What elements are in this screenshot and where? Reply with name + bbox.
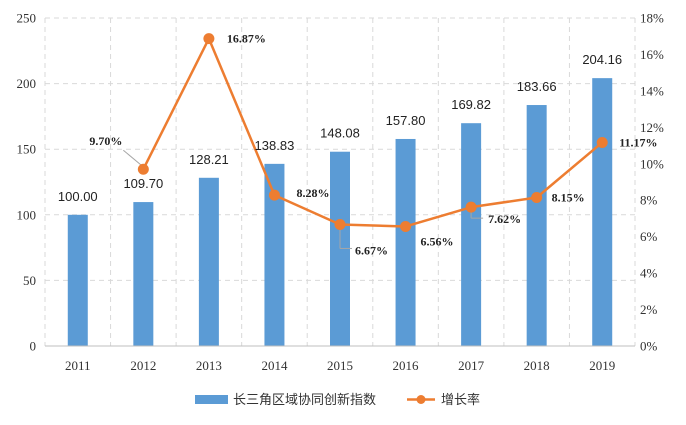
rate-value-label: 8.28%: [296, 186, 329, 200]
bar: [67, 214, 88, 346]
bar-value-label: 148.08: [320, 126, 360, 141]
bar: [198, 177, 219, 346]
bar: [133, 202, 154, 346]
legend-bar-label: 长三角区域协同创新指数: [233, 392, 376, 408]
bar: [264, 163, 285, 346]
bar: [461, 123, 482, 346]
x-tick-label: 2014: [261, 358, 288, 373]
y-left-tick-label: 150: [17, 142, 37, 157]
x-tick-label: 2011: [65, 358, 91, 373]
x-tick-label: 2013: [196, 358, 222, 373]
y-right-tick-label: 14%: [640, 83, 664, 98]
y-right-tick-label: 16%: [640, 47, 664, 62]
growth-point: [400, 220, 412, 232]
y-right-tick-label: 10%: [640, 156, 664, 171]
left-axis: 0 50 100 150 200 250: [17, 11, 37, 354]
bar-value-label: 204.16: [582, 52, 622, 67]
leader-line: [123, 149, 142, 166]
bar-value-label: 169.82: [451, 97, 491, 112]
growth-point: [334, 218, 346, 230]
x-tick-label: 2018: [524, 358, 550, 373]
bar-value-label: 100.00: [58, 189, 98, 204]
rate-value-label: 9.70%: [89, 134, 122, 148]
growth-point: [531, 191, 543, 203]
y-right-tick-label: 0%: [640, 339, 658, 354]
growth-point: [268, 189, 280, 201]
x-tick-label: 2019: [589, 358, 615, 373]
y-right-tick-label: 2%: [640, 302, 658, 317]
bar-value-label: 128.21: [189, 152, 229, 167]
y-right-tick-label: 18%: [640, 11, 664, 26]
rate-value-label: 11.17%: [619, 135, 657, 149]
growth-point: [137, 163, 149, 175]
bar-series: [67, 78, 613, 346]
growth-point: [203, 33, 215, 45]
legend-line-label: 增长率: [441, 392, 480, 408]
bar-value-label: 138.83: [255, 138, 295, 153]
line-series: [137, 33, 608, 232]
y-right-tick-label: 8%: [640, 193, 658, 208]
x-tick-label: 2016: [393, 358, 420, 373]
bar-value-labels: 100.00 109.70 128.21 138.83 148.08 157.80 169.…: [58, 52, 622, 204]
x-tick-label: 2017: [458, 358, 485, 373]
bar-value-label: 157.80: [386, 113, 426, 128]
y-left-tick-label: 250: [17, 11, 37, 26]
y-right-tick-label: 12%: [640, 120, 664, 135]
rate-value-label: 6.56%: [421, 234, 454, 248]
growth-point: [596, 136, 608, 148]
right-axis: 0% 2% 4% 6% 8% 10% 12% 14% 16% 18%: [640, 11, 664, 354]
growth-line: [142, 37, 604, 228]
bar-value-label: 109.70: [123, 176, 163, 191]
rate-value-labels: 9.70% 16.87% 8.28% 6.67% 6.56% 7.62% 8.15% 11.1…: [89, 32, 657, 258]
y-right-tick-label: 6%: [640, 229, 658, 244]
y-right-tick-label: 4%: [640, 266, 658, 281]
growth-point: [465, 201, 477, 213]
x-tick-label: 2012: [130, 358, 156, 373]
y-left-tick-label: 0: [30, 339, 37, 354]
y-left-tick-label: 50: [23, 273, 36, 288]
rate-value-label: 7.62%: [488, 212, 521, 226]
bar: [395, 138, 416, 346]
rate-value-label: 8.15%: [552, 190, 585, 204]
x-tick-label: 2015: [327, 358, 353, 373]
y-left-tick-label: 100: [17, 207, 37, 222]
rate-value-label: 6.67%: [355, 243, 388, 257]
bar: [592, 78, 613, 346]
bar: [526, 105, 547, 346]
rate-value-label: 16.87%: [227, 32, 266, 46]
gridlines: [44, 17, 636, 346]
legend: 长三角区域协同创新指数 增长率: [195, 392, 480, 408]
x-axis: 2011 2012 2013 2014 2015 2016 2017 2018 2019: [45, 345, 635, 373]
legend-bar-swatch: [195, 395, 228, 404]
bar-value-label: 183.66: [517, 79, 557, 94]
legend-line-marker: [416, 395, 426, 404]
y-left-tick-label: 200: [17, 76, 37, 91]
